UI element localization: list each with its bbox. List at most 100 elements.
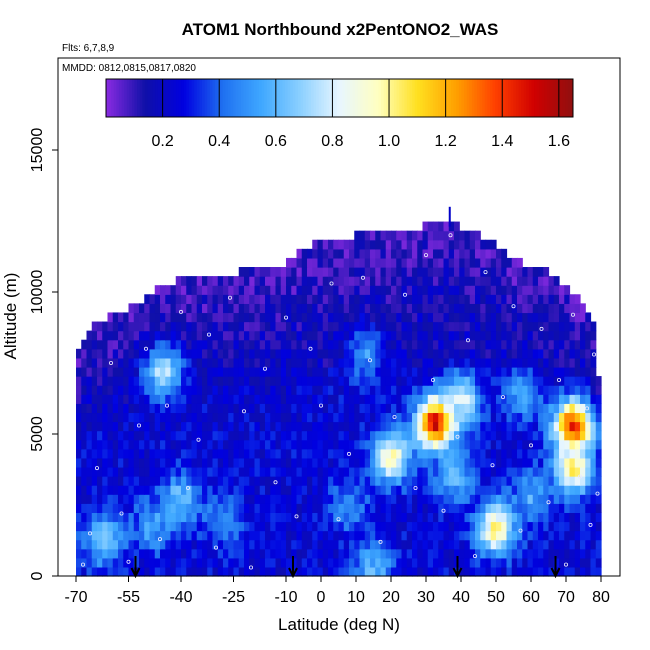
field-cell (254, 503, 261, 513)
field-cell (454, 339, 460, 350)
field-cell (228, 548, 235, 559)
field-cell (286, 494, 292, 504)
field-cell (76, 494, 82, 504)
field-cell (564, 394, 571, 404)
sample-points (81, 233, 600, 570)
field-cell (590, 348, 597, 359)
field-cell (343, 276, 350, 286)
field-cell (364, 548, 371, 559)
field-cell (480, 321, 487, 332)
field-cell (385, 312, 392, 323)
field-cell (97, 539, 103, 550)
field-cell (559, 294, 565, 304)
field-cell (585, 412, 592, 423)
field-cell (569, 394, 576, 404)
field-cell (538, 503, 544, 513)
field-cell (170, 366, 177, 377)
field-cell (244, 557, 250, 568)
field-cell (123, 466, 130, 477)
field-cell (301, 385, 308, 395)
field-cell (417, 257, 424, 268)
field-cell (469, 412, 476, 423)
field-cell (102, 348, 109, 359)
field-cell (233, 403, 240, 414)
field-cell (548, 276, 555, 286)
field-cell (333, 239, 340, 250)
field-cell (76, 394, 82, 404)
colorbar-segment (567, 79, 571, 117)
field-cell (511, 548, 518, 559)
field-cell (553, 285, 560, 295)
field-cell (233, 276, 240, 286)
field-cell (212, 485, 219, 495)
field-cell (580, 566, 586, 577)
field-cell (112, 512, 119, 523)
field-cell (396, 530, 403, 541)
field-cell (181, 457, 187, 468)
field-cell (91, 512, 98, 523)
field-cell (564, 303, 571, 314)
field-cell (569, 366, 576, 377)
field-cell (301, 439, 308, 450)
field-cell (202, 348, 208, 359)
field-cell (149, 457, 156, 468)
field-cell (286, 548, 292, 559)
field-cell (207, 412, 214, 423)
field-cell (244, 394, 250, 404)
field-cell (475, 394, 481, 404)
field-cell (585, 539, 592, 550)
field-cell (196, 494, 203, 504)
field-cell (76, 439, 82, 450)
field-cell (553, 530, 560, 541)
colorbar-segment (479, 79, 483, 117)
field-cell (223, 357, 229, 368)
field-cell (454, 403, 460, 414)
field-cell (333, 421, 340, 432)
field-cell (590, 466, 597, 477)
field-cell (506, 403, 513, 414)
field-cell (564, 485, 571, 495)
field-cell (548, 557, 555, 568)
field-cell (527, 512, 534, 523)
field-cell (238, 439, 245, 450)
field-cell (186, 421, 193, 432)
field-cell (448, 312, 455, 323)
field-cell (427, 294, 434, 304)
field-cell (532, 330, 539, 341)
field-cell (475, 430, 481, 441)
field-cell (207, 539, 214, 550)
field-cell (249, 394, 256, 404)
field-cell (86, 548, 93, 559)
field-cell (107, 530, 114, 541)
field-cell (338, 494, 345, 504)
field-cell (91, 539, 98, 550)
field-cell (574, 485, 581, 495)
field-cell (296, 376, 303, 386)
field-cell (86, 403, 93, 414)
field-cell (118, 403, 124, 414)
field-cell (595, 439, 602, 450)
field-cell (160, 439, 166, 450)
field-cell (580, 303, 586, 314)
field-cell (322, 330, 329, 341)
field-cell (128, 466, 135, 477)
field-cell (301, 448, 308, 459)
field-cell (522, 294, 529, 304)
field-cell (296, 421, 303, 432)
field-cell (501, 357, 508, 368)
field-cell (244, 412, 250, 423)
field-cell (464, 376, 471, 386)
field-cell (527, 457, 534, 468)
field-cell (286, 321, 292, 332)
field-cell (286, 448, 292, 459)
field-cell (548, 357, 555, 368)
field-cell (170, 348, 177, 359)
field-cell (522, 357, 529, 368)
field-cell (380, 557, 387, 568)
field-cell (244, 521, 250, 532)
field-cell (501, 503, 508, 513)
field-cell (112, 539, 119, 550)
field-cell (97, 548, 103, 559)
field-cell (238, 276, 245, 286)
field-cell (370, 412, 376, 423)
